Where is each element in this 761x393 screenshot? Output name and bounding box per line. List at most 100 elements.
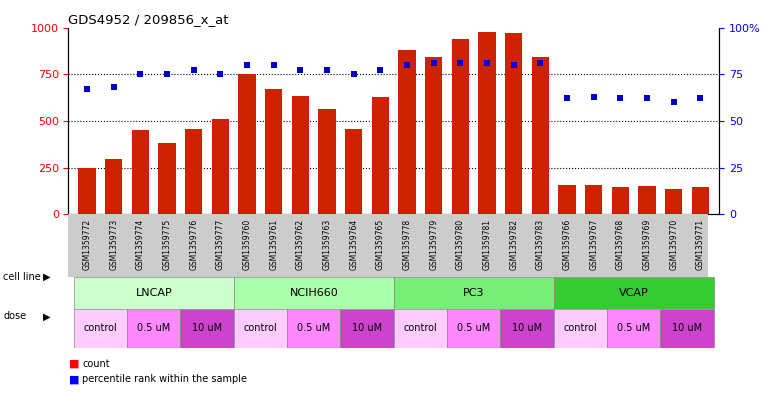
Point bbox=[321, 67, 333, 73]
Bar bbox=[692, 187, 709, 214]
Point bbox=[694, 95, 706, 101]
Bar bbox=[74, 309, 127, 348]
Text: ▶: ▶ bbox=[43, 311, 51, 321]
Text: percentile rank within the sample: percentile rank within the sample bbox=[82, 374, 247, 384]
Bar bbox=[505, 33, 523, 214]
Bar bbox=[661, 309, 714, 348]
Text: 10 uM: 10 uM bbox=[512, 323, 542, 333]
Bar bbox=[345, 129, 362, 214]
Text: 0.5 uM: 0.5 uM bbox=[137, 323, 170, 333]
Bar bbox=[394, 277, 554, 309]
Text: GSM1359760: GSM1359760 bbox=[243, 219, 252, 270]
Text: 10 uM: 10 uM bbox=[352, 323, 382, 333]
Bar bbox=[559, 185, 576, 214]
Text: GSM1359762: GSM1359762 bbox=[296, 219, 305, 270]
Point bbox=[428, 60, 440, 66]
Text: GSM1359765: GSM1359765 bbox=[376, 219, 385, 270]
Text: PC3: PC3 bbox=[463, 288, 485, 298]
Bar bbox=[78, 167, 96, 214]
Bar bbox=[607, 309, 661, 348]
Bar bbox=[554, 309, 607, 348]
Point bbox=[401, 62, 413, 68]
Text: GSM1359770: GSM1359770 bbox=[670, 219, 678, 270]
Text: GSM1359782: GSM1359782 bbox=[509, 219, 518, 270]
Point bbox=[81, 86, 94, 92]
Bar bbox=[612, 187, 629, 214]
Text: VCAP: VCAP bbox=[619, 288, 648, 298]
Text: control: control bbox=[564, 323, 597, 333]
Text: control: control bbox=[84, 323, 117, 333]
Point bbox=[108, 84, 120, 90]
Point bbox=[481, 60, 493, 66]
Bar bbox=[291, 95, 309, 214]
Bar bbox=[265, 89, 282, 214]
Bar bbox=[638, 186, 656, 214]
Bar bbox=[452, 39, 469, 214]
Text: GSM1359768: GSM1359768 bbox=[616, 219, 625, 270]
Text: count: count bbox=[82, 358, 110, 369]
Text: GSM1359776: GSM1359776 bbox=[189, 219, 199, 270]
Bar bbox=[234, 309, 287, 348]
Bar bbox=[158, 143, 176, 214]
Text: GDS4952 / 209856_x_at: GDS4952 / 209856_x_at bbox=[68, 13, 229, 26]
Text: GSM1359761: GSM1359761 bbox=[269, 219, 279, 270]
Text: GSM1359773: GSM1359773 bbox=[110, 219, 118, 270]
Text: ■: ■ bbox=[68, 374, 79, 384]
Bar bbox=[185, 129, 202, 214]
Point bbox=[614, 95, 626, 101]
Point bbox=[374, 67, 387, 73]
Bar bbox=[479, 32, 496, 214]
Bar bbox=[554, 277, 714, 309]
Point bbox=[215, 71, 227, 77]
Text: GSM1359783: GSM1359783 bbox=[536, 219, 545, 270]
Bar bbox=[399, 50, 416, 214]
Bar bbox=[394, 309, 447, 348]
Point bbox=[161, 71, 174, 77]
Bar bbox=[501, 309, 554, 348]
Bar bbox=[234, 277, 394, 309]
Text: 10 uM: 10 uM bbox=[192, 323, 222, 333]
Bar bbox=[585, 185, 603, 214]
Bar bbox=[105, 159, 123, 214]
Point bbox=[454, 60, 466, 66]
Bar bbox=[74, 277, 234, 309]
Bar bbox=[425, 57, 442, 214]
Bar bbox=[127, 309, 180, 348]
Bar bbox=[340, 309, 394, 348]
Text: control: control bbox=[403, 323, 438, 333]
Text: GSM1359775: GSM1359775 bbox=[163, 219, 172, 270]
Text: GSM1359778: GSM1359778 bbox=[403, 219, 412, 270]
Point bbox=[534, 60, 546, 66]
Text: 0.5 uM: 0.5 uM bbox=[298, 323, 330, 333]
Bar bbox=[180, 309, 234, 348]
Text: GSM1359780: GSM1359780 bbox=[456, 219, 465, 270]
Text: GSM1359766: GSM1359766 bbox=[562, 219, 572, 270]
Text: GSM1359771: GSM1359771 bbox=[696, 219, 705, 270]
Point bbox=[295, 67, 307, 73]
Text: GSM1359772: GSM1359772 bbox=[83, 219, 91, 270]
Bar bbox=[132, 130, 149, 214]
Text: GSM1359764: GSM1359764 bbox=[349, 219, 358, 270]
Point bbox=[508, 62, 520, 68]
Text: ▶: ▶ bbox=[43, 272, 51, 282]
Bar bbox=[665, 189, 683, 214]
Text: GSM1359774: GSM1359774 bbox=[136, 219, 145, 270]
Bar bbox=[532, 57, 549, 214]
Text: 0.5 uM: 0.5 uM bbox=[457, 323, 490, 333]
Text: LNCAP: LNCAP bbox=[135, 288, 172, 298]
Point bbox=[587, 94, 600, 100]
Text: 0.5 uM: 0.5 uM bbox=[617, 323, 651, 333]
Point bbox=[667, 99, 680, 105]
Text: GSM1359779: GSM1359779 bbox=[429, 219, 438, 270]
Bar bbox=[447, 309, 501, 348]
Text: GSM1359763: GSM1359763 bbox=[323, 219, 332, 270]
Text: 10 uM: 10 uM bbox=[672, 323, 702, 333]
Text: GSM1359767: GSM1359767 bbox=[589, 219, 598, 270]
Point bbox=[348, 71, 360, 77]
Point bbox=[268, 62, 280, 68]
Text: dose: dose bbox=[3, 311, 26, 321]
Bar bbox=[319, 109, 336, 214]
Text: GSM1359769: GSM1359769 bbox=[642, 219, 651, 270]
Point bbox=[188, 67, 200, 73]
Bar bbox=[212, 119, 229, 214]
